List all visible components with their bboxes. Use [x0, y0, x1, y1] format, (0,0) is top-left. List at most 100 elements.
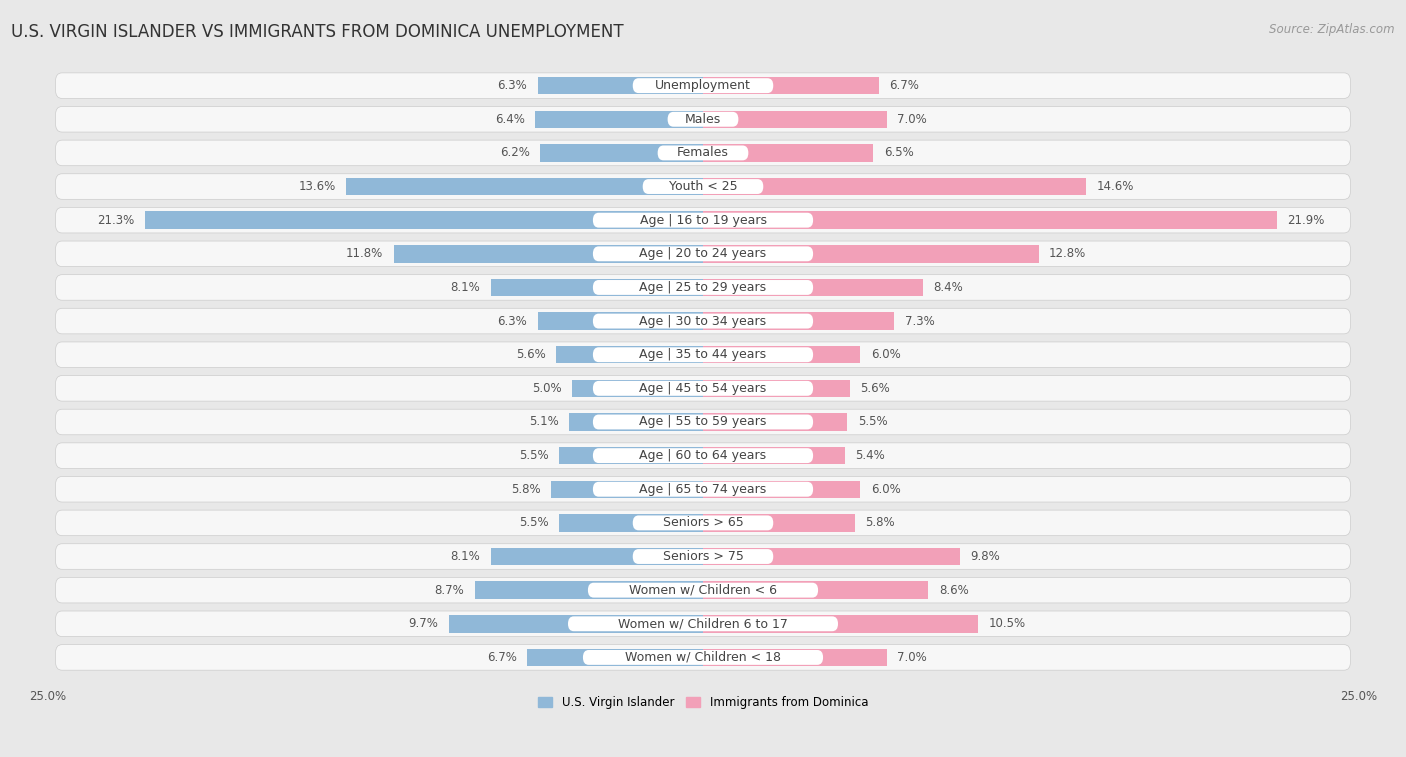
FancyBboxPatch shape [55, 73, 1351, 98]
FancyBboxPatch shape [593, 448, 813, 463]
Bar [491, 548, 703, 565]
Text: 21.3%: 21.3% [97, 213, 134, 226]
Bar [703, 615, 979, 633]
Text: 5.5%: 5.5% [519, 449, 548, 462]
Bar [703, 514, 855, 531]
Bar [703, 581, 928, 599]
Text: 5.4%: 5.4% [855, 449, 884, 462]
FancyBboxPatch shape [593, 381, 813, 396]
Text: 6.0%: 6.0% [870, 348, 900, 361]
Bar [703, 649, 887, 666]
Bar [346, 178, 703, 195]
FancyBboxPatch shape [593, 481, 813, 497]
Text: 6.4%: 6.4% [495, 113, 524, 126]
FancyBboxPatch shape [588, 583, 818, 597]
Bar [703, 481, 860, 498]
FancyBboxPatch shape [643, 179, 763, 194]
Text: 6.7%: 6.7% [889, 79, 920, 92]
FancyBboxPatch shape [568, 616, 838, 631]
Text: Women w/ Children 6 to 17: Women w/ Children 6 to 17 [619, 617, 787, 631]
Text: Males: Males [685, 113, 721, 126]
Text: 6.3%: 6.3% [498, 79, 527, 92]
FancyBboxPatch shape [658, 145, 748, 160]
FancyBboxPatch shape [55, 241, 1351, 266]
Bar [703, 178, 1085, 195]
Text: 5.8%: 5.8% [866, 516, 896, 529]
Bar [572, 379, 703, 397]
Text: 9.7%: 9.7% [408, 617, 439, 631]
Bar [703, 77, 879, 95]
FancyBboxPatch shape [583, 650, 823, 665]
Text: Age | 65 to 74 years: Age | 65 to 74 years [640, 483, 766, 496]
Text: 7.3%: 7.3% [905, 315, 935, 328]
Bar [551, 481, 703, 498]
Bar [703, 313, 894, 330]
Bar [703, 279, 924, 296]
Text: 6.7%: 6.7% [486, 651, 517, 664]
Text: 13.6%: 13.6% [298, 180, 336, 193]
Text: 8.1%: 8.1% [450, 281, 481, 294]
FancyBboxPatch shape [593, 415, 813, 429]
FancyBboxPatch shape [55, 544, 1351, 569]
FancyBboxPatch shape [633, 549, 773, 564]
Text: 5.0%: 5.0% [531, 382, 561, 395]
Bar [558, 447, 703, 464]
Text: 8.1%: 8.1% [450, 550, 481, 563]
Text: U.S. VIRGIN ISLANDER VS IMMIGRANTS FROM DOMINICA UNEMPLOYMENT: U.S. VIRGIN ISLANDER VS IMMIGRANTS FROM … [11, 23, 624, 41]
Text: Age | 35 to 44 years: Age | 35 to 44 years [640, 348, 766, 361]
Text: 5.5%: 5.5% [519, 516, 548, 529]
Bar [538, 313, 703, 330]
FancyBboxPatch shape [55, 375, 1351, 401]
FancyBboxPatch shape [55, 107, 1351, 132]
Bar [527, 649, 703, 666]
Text: 8.4%: 8.4% [934, 281, 963, 294]
Text: 12.8%: 12.8% [1049, 248, 1087, 260]
Bar [703, 447, 845, 464]
Text: 5.6%: 5.6% [860, 382, 890, 395]
Text: Youth < 25: Youth < 25 [669, 180, 737, 193]
Bar [703, 346, 860, 363]
Bar [557, 346, 703, 363]
FancyBboxPatch shape [55, 611, 1351, 637]
Text: 7.0%: 7.0% [897, 113, 927, 126]
Text: Age | 45 to 54 years: Age | 45 to 54 years [640, 382, 766, 395]
Text: Seniors > 75: Seniors > 75 [662, 550, 744, 563]
Bar [558, 514, 703, 531]
Bar [569, 413, 703, 431]
Text: Age | 60 to 64 years: Age | 60 to 64 years [640, 449, 766, 462]
Bar [540, 144, 703, 162]
Text: Women w/ Children < 6: Women w/ Children < 6 [628, 584, 778, 597]
Bar [475, 581, 703, 599]
Text: Source: ZipAtlas.com: Source: ZipAtlas.com [1270, 23, 1395, 36]
FancyBboxPatch shape [55, 275, 1351, 301]
FancyBboxPatch shape [633, 78, 773, 93]
FancyBboxPatch shape [55, 476, 1351, 502]
Text: Age | 55 to 59 years: Age | 55 to 59 years [640, 416, 766, 428]
Bar [703, 548, 960, 565]
Text: Females: Females [678, 146, 728, 160]
Text: 6.0%: 6.0% [870, 483, 900, 496]
Text: 5.5%: 5.5% [858, 416, 887, 428]
Bar [491, 279, 703, 296]
Bar [703, 111, 887, 128]
Bar [703, 211, 1277, 229]
FancyBboxPatch shape [55, 410, 1351, 435]
Text: 8.6%: 8.6% [939, 584, 969, 597]
Text: 8.7%: 8.7% [434, 584, 464, 597]
Text: Unemployment: Unemployment [655, 79, 751, 92]
FancyBboxPatch shape [593, 313, 813, 329]
Text: Age | 30 to 34 years: Age | 30 to 34 years [640, 315, 766, 328]
FancyBboxPatch shape [55, 207, 1351, 233]
Bar [703, 144, 873, 162]
FancyBboxPatch shape [55, 174, 1351, 199]
FancyBboxPatch shape [55, 443, 1351, 469]
Text: 5.6%: 5.6% [516, 348, 546, 361]
Text: Women w/ Children < 18: Women w/ Children < 18 [626, 651, 780, 664]
Text: 10.5%: 10.5% [988, 617, 1026, 631]
Text: Age | 25 to 29 years: Age | 25 to 29 years [640, 281, 766, 294]
Text: 9.8%: 9.8% [970, 550, 1000, 563]
FancyBboxPatch shape [55, 645, 1351, 670]
FancyBboxPatch shape [55, 140, 1351, 166]
Text: Age | 16 to 19 years: Age | 16 to 19 years [640, 213, 766, 226]
Text: 6.3%: 6.3% [498, 315, 527, 328]
